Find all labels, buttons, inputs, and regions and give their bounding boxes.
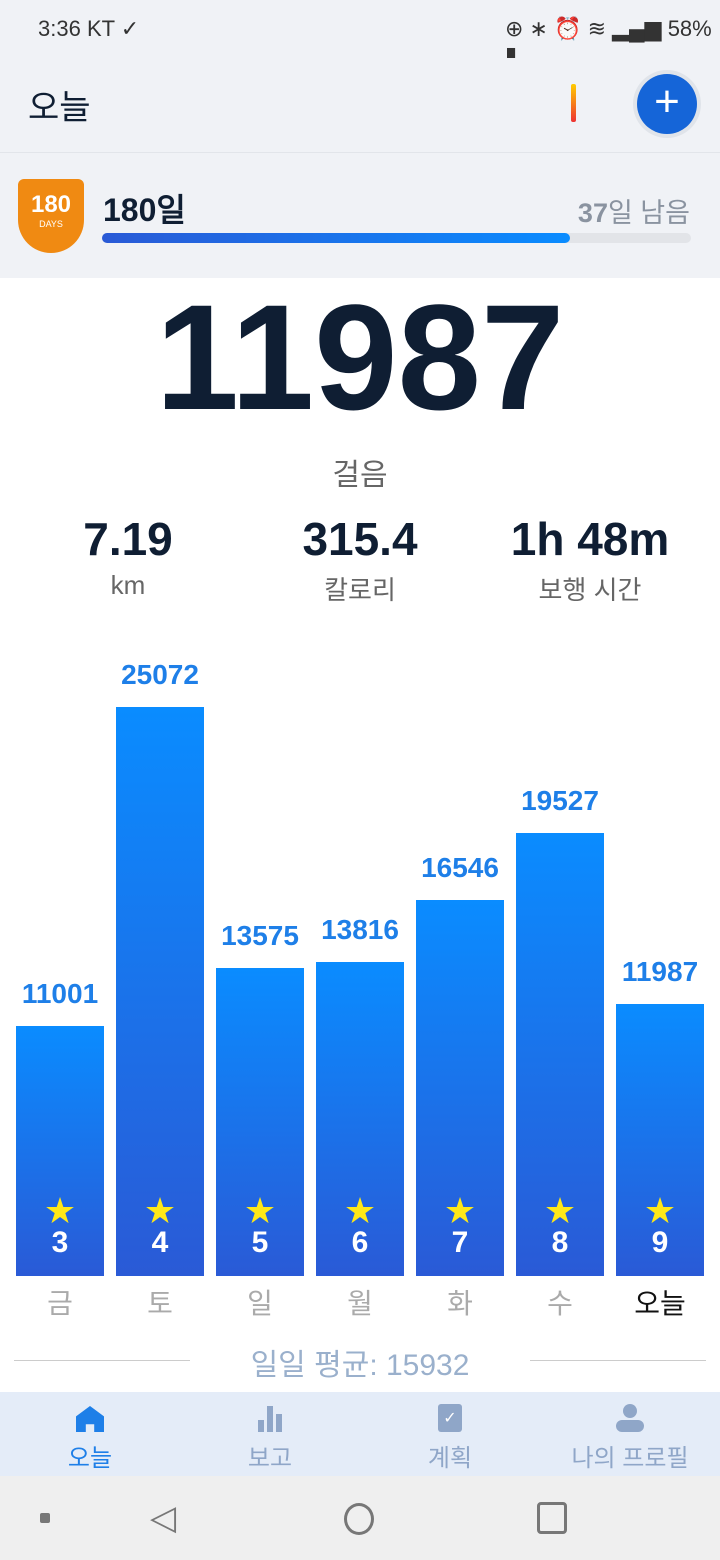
nav-plan[interactable]: ✓ 계획	[360, 1392, 540, 1473]
days-remaining: 37일 남음	[578, 191, 690, 230]
bar	[616, 1003, 704, 1276]
star-icon: ★	[43, 1190, 77, 1231]
person-icon	[616, 1404, 644, 1432]
180-days-badge: 180 DAYS	[18, 179, 84, 253]
distance-stat: 7.19 km	[8, 512, 248, 601]
bar	[116, 707, 204, 1276]
stat-label: 칼로리	[324, 575, 396, 605]
divider	[530, 1360, 706, 1361]
progress-fill	[102, 233, 570, 243]
remaining-number: 37	[577, 198, 608, 228]
remaining-suffix: 일 남음	[607, 198, 690, 228]
time: 3:36	[38, 16, 81, 41]
nav-profile[interactable]: 나의 프로필	[540, 1392, 720, 1473]
bar-value-label: 13816	[321, 914, 399, 946]
bar-badge-number: 8	[551, 1226, 569, 1259]
bar-chart-icon	[256, 1406, 284, 1432]
bar-value-label: 19527	[521, 784, 599, 816]
step-count: 11987	[155, 273, 565, 441]
day-label: 수	[547, 1288, 573, 1319]
star-icon: ★	[243, 1190, 277, 1231]
day-label: 월	[347, 1288, 373, 1319]
bar-badge-number: 5	[251, 1226, 269, 1259]
bar-value-label: 11987	[621, 955, 699, 987]
bar-value-label: 13575	[221, 919, 299, 951]
stat-value: 7.19	[83, 513, 173, 565]
stat-value: 1h 48m	[510, 513, 670, 565]
nav-label: 오늘	[67, 1445, 113, 1472]
star-icon: ★	[643, 1190, 677, 1231]
bar-badge-number: 4	[151, 1226, 169, 1259]
plus-icon: +	[654, 77, 680, 126]
bar	[316, 962, 404, 1276]
challenge-card[interactable]: 180 DAYS 180일 37일 남음	[0, 153, 720, 278]
home-icon	[76, 1406, 104, 1432]
day-label: 금	[47, 1288, 73, 1319]
clipboard-check-icon: ✓	[438, 1404, 462, 1432]
nav-label: 보고	[247, 1445, 293, 1472]
bar-badge-number: 6	[351, 1226, 369, 1259]
stat-label: 보행 시간	[538, 575, 642, 605]
bar-value-label: 16546	[421, 852, 499, 884]
app-bar: 오늘	[0, 58, 720, 153]
bar	[416, 900, 504, 1276]
badge-text: DAYS	[39, 219, 63, 229]
day-label: 오늘	[634, 1288, 686, 1319]
bar-badge-number: 9	[651, 1226, 669, 1259]
bar	[516, 832, 604, 1276]
status-bar: 3:36 KT ✓ ⊕ ∗ ⏰ ≋ ▂▄▆ 58% ▮	[0, 0, 720, 67]
battery-level: 58%	[667, 16, 712, 41]
add-button[interactable]: +	[637, 74, 697, 134]
nav-label: 계획	[427, 1445, 473, 1472]
bar	[216, 967, 304, 1276]
bar-badge-number: 3	[51, 1226, 69, 1259]
challenge-title: 180일	[103, 192, 186, 228]
page-title: 오늘	[28, 89, 91, 127]
star-icon: ★	[443, 1190, 477, 1231]
stat-value: 315.4	[302, 513, 418, 565]
menu-dot-icon[interactable]	[40, 1513, 50, 1523]
status-time: 3:36 KT ✓	[38, 16, 140, 41]
star-icon: ★	[143, 1190, 177, 1231]
bar-value-label: 11001	[21, 978, 99, 1010]
recents-icon[interactable]	[537, 1502, 567, 1534]
status-icons: ⊕ ∗ ⏰ ≋ ▂▄▆ 58% ▮	[505, 16, 712, 67]
bottom-nav: 오늘 보고 ✓ 계획 나의 프로필	[0, 1392, 720, 1476]
flame-icon[interactable]	[571, 84, 576, 122]
back-icon[interactable]: ◁	[150, 1499, 177, 1537]
day-label: 일	[247, 1288, 273, 1319]
walking-time-stat: 1h 48m 보행 시간	[470, 512, 710, 607]
bar-badge-number: 7	[451, 1226, 469, 1259]
divider	[14, 1360, 190, 1361]
badge-number: 180	[30, 191, 72, 218]
nav-label: 나의 프로필	[571, 1445, 689, 1472]
calories-stat: 315.4 칼로리	[240, 512, 480, 607]
challenge-progress-bar	[102, 233, 691, 243]
bar	[16, 1026, 104, 1276]
system-nav-bar: ◁	[0, 1476, 720, 1560]
star-icon: ★	[343, 1190, 377, 1231]
day-label: 토	[147, 1288, 173, 1319]
star-icon: ★	[543, 1190, 577, 1231]
daily-average: 일일 평균: 15932	[250, 1349, 470, 1382]
nav-report[interactable]: 보고	[180, 1392, 360, 1473]
nav-today[interactable]: 오늘	[0, 1392, 180, 1473]
day-label: 화	[447, 1288, 473, 1319]
home-button-icon[interactable]	[344, 1503, 374, 1535]
carrier: KT	[86, 16, 115, 41]
stat-label: km	[110, 570, 146, 600]
steps-label: 걸음	[332, 459, 388, 492]
bar-value-label: 25072	[121, 659, 199, 690]
